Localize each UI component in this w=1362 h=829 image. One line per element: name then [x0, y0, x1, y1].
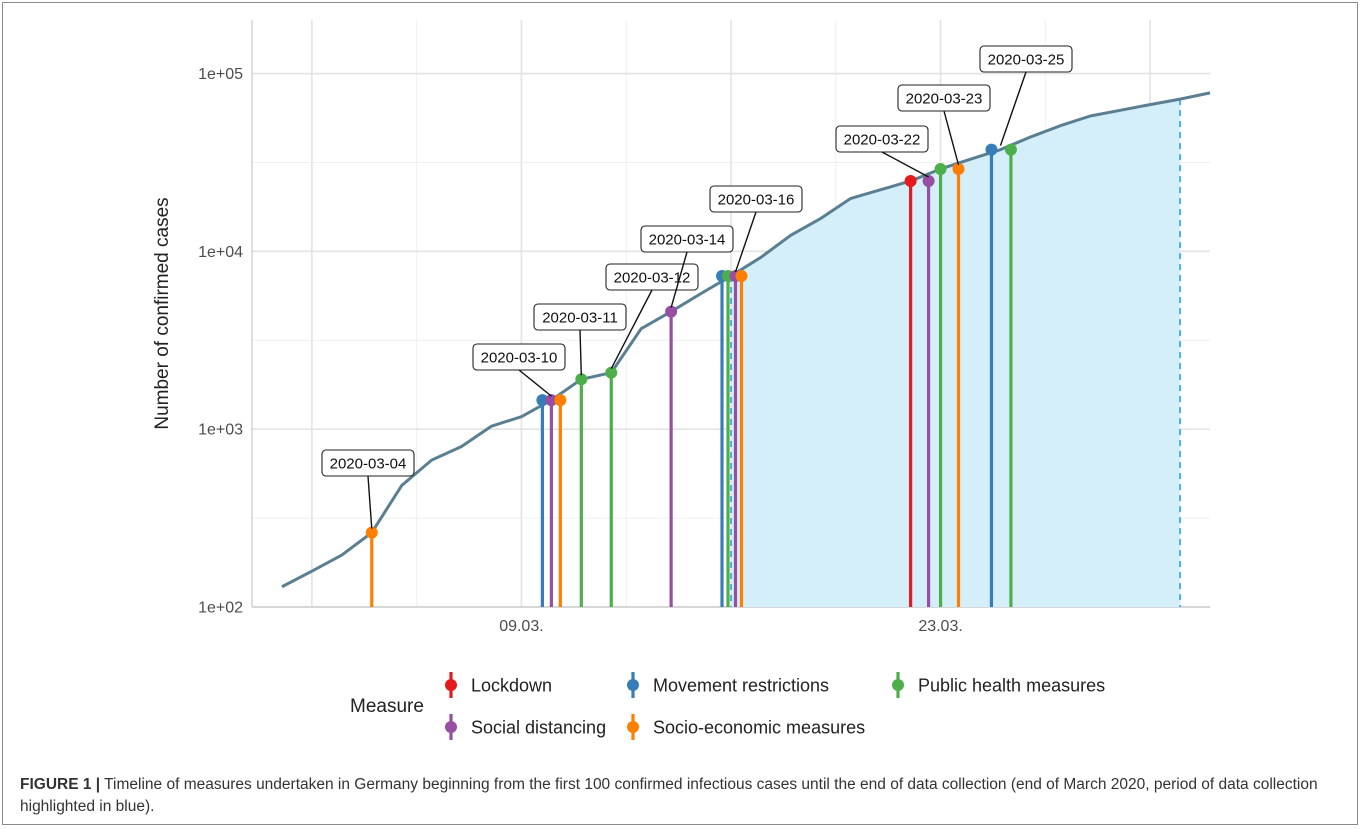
- annotation-leader: [670, 251, 688, 308]
- legend-label-social: Social distancing: [471, 718, 606, 738]
- case-timeline-chart: 2020-03-04 2020-03-10 2020-03-11 2020-03-12…: [152, 20, 1211, 740]
- measure-point-public: [605, 366, 618, 379]
- annotation-leader: [367, 475, 373, 529]
- annotation-box: [605, 263, 699, 291]
- measure-point-social: [922, 174, 935, 187]
- annotation-box: [709, 185, 803, 213]
- annotation-label: 2020-03-11: [542, 310, 618, 327]
- annotation-label: 2020-03-23: [906, 91, 983, 108]
- y-tick-label: 1e+02: [198, 600, 243, 617]
- legend-dot-social: [445, 721, 457, 733]
- legend-title: Measure: [350, 696, 424, 717]
- annotation-leader: [734, 211, 757, 273]
- annotation-leader: [610, 289, 653, 370]
- collection-period-area: [731, 99, 1181, 608]
- legend-label-socio: Socio-economic measures: [653, 718, 865, 738]
- measure-point-movement: [985, 143, 998, 156]
- measure-point-public: [934, 162, 947, 175]
- measure-point-lockdown: [904, 174, 917, 187]
- measure-point-social: [665, 305, 678, 318]
- annotation-label: 2020-03-04: [330, 456, 407, 473]
- annotation-label: 2020-03-25: [988, 52, 1065, 69]
- annotation-label: 2020-03-10: [481, 350, 558, 367]
- annotation-box: [472, 343, 566, 371]
- measure-point-socio: [365, 526, 378, 539]
- legend-label-movement: Movement restrictions: [653, 676, 829, 696]
- annotation-box: [533, 303, 627, 331]
- x-tick-label: 09.03.: [499, 618, 543, 635]
- annotation-box: [835, 125, 929, 153]
- measure-point-socio: [554, 394, 567, 407]
- y-tick-label: 1e+05: [198, 66, 243, 83]
- annotation-leader: [518, 369, 552, 397]
- figure-caption: FIGURE 1 | Timeline of measures undertak…: [20, 774, 1340, 818]
- measure-point-social: [545, 394, 558, 407]
- legend-dot-socio: [627, 721, 639, 733]
- legend-dot-movement: [627, 679, 639, 691]
- confirmed-cases-line: [281, 91, 1211, 589]
- annotation-box: [979, 45, 1073, 73]
- measure-point-movement: [536, 394, 549, 407]
- caption-label: FIGURE 1 |: [20, 776, 101, 793]
- legend-dot-public: [892, 679, 904, 691]
- y-tick-label: 1e+04: [198, 244, 243, 261]
- y-tick-label: 1e+03: [198, 422, 243, 439]
- annotation-label: 2020-03-16: [718, 192, 795, 209]
- annotation-box: [640, 225, 734, 253]
- legend-label-lockdown: Lockdown: [471, 676, 552, 696]
- annotation-box: [897, 84, 991, 112]
- measure-point-socio: [735, 269, 748, 282]
- annotation-label: 2020-03-22: [844, 132, 921, 149]
- x-tick-label: 23.03.: [918, 618, 962, 635]
- caption-text: Timeline of measures undertaken in Germa…: [20, 776, 1318, 815]
- annotation-label: 2020-03-12: [614, 270, 691, 287]
- measure-marks: [365, 143, 1017, 607]
- annotation-leader: [999, 71, 1027, 146]
- legend-dot-lockdown: [445, 679, 457, 691]
- legend-label-public: Public health measures: [918, 676, 1105, 696]
- annotation-leader: [943, 110, 960, 166]
- y-axis-title: Number of confirmed cases: [152, 197, 173, 429]
- measure-point-public: [1004, 143, 1017, 156]
- date-annotations: 2020-03-04 2020-03-10 2020-03-11 2020-03-12…: [321, 45, 1073, 529]
- annotation-label: 2020-03-14: [649, 232, 726, 249]
- legend: Measure Lockdown Movement restrictions Publ…: [350, 672, 1105, 740]
- measure-point-public: [575, 373, 588, 386]
- annotation-leader: [881, 151, 929, 178]
- annotation-box: [321, 449, 415, 477]
- measure-point-socio: [952, 162, 965, 175]
- annotation-leader: [579, 329, 583, 376]
